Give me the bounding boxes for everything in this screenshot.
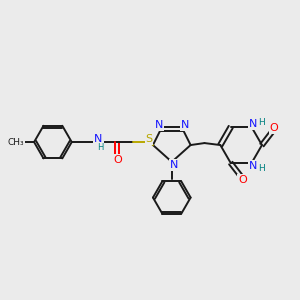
Text: O: O	[238, 175, 247, 185]
Text: H: H	[97, 142, 104, 152]
Text: O: O	[113, 155, 122, 165]
Text: N: N	[181, 120, 189, 130]
Text: N: N	[155, 120, 163, 130]
Text: N: N	[169, 160, 178, 170]
Text: O: O	[269, 123, 278, 133]
Text: H: H	[258, 118, 265, 127]
Text: N: N	[249, 161, 258, 171]
Text: CH₃: CH₃	[8, 138, 25, 147]
Text: N: N	[94, 134, 103, 144]
Text: S: S	[146, 134, 153, 144]
Text: H: H	[258, 164, 265, 172]
Text: N: N	[249, 119, 258, 129]
